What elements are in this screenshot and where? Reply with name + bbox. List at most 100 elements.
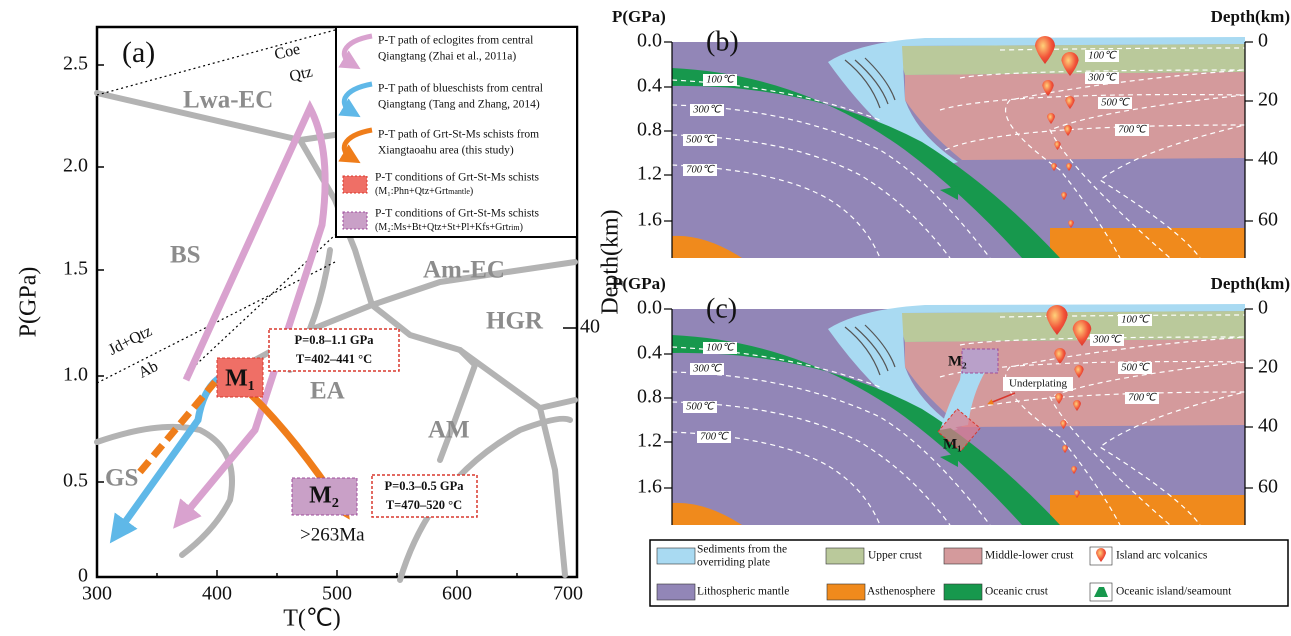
legend-text: ) <box>520 222 523 233</box>
field-label: GS <box>105 465 138 492</box>
legend-label: Island arc volcanics <box>1116 550 1208 562</box>
isotherm-label: 500℃ <box>1101 97 1130 108</box>
shape <box>944 548 982 564</box>
shape <box>343 176 367 193</box>
x-axis-title: T(℃) <box>283 606 341 632</box>
figure: M₁ M₂ P=0.8–1.1 GPa T=402–441 °C P=0.3–0… <box>0 0 1291 636</box>
legend-label: Oceanic crust <box>985 586 1049 598</box>
legend-label: P-T conditions of Grt-St-Ms schists <box>375 172 540 184</box>
legend-label: overriding plate <box>697 557 770 569</box>
isotherm-label: 300℃ <box>1087 72 1117 83</box>
panel-a-legend: P-T path of eclogites from central Qiang… <box>336 27 577 237</box>
depth-tick-label: 40 <box>1258 148 1278 170</box>
isotherm-label: 700℃ <box>686 164 715 175</box>
legend-label: Qiangtang (Zhai et al., 2011a) <box>378 51 516 63</box>
panel-a: M₁ M₂ P=0.8–1.1 GPa T=402–441 °C P=0.3–0… <box>16 27 601 632</box>
legend-text: (M₁:Phn+Qtz+Grt <box>375 186 448 197</box>
shape <box>962 349 998 373</box>
field-label: Lwa-EC <box>183 87 273 114</box>
legend-text: ) <box>470 186 473 197</box>
shape <box>826 548 864 564</box>
shape <box>944 584 982 600</box>
legend-label: (M₁:Phn+Qtz+Grtmantle) <box>375 186 473 197</box>
y-tick-label: 1.0 <box>63 364 88 386</box>
panel-label: (c) <box>706 293 737 324</box>
p-tick-label: 0.4 <box>637 342 662 364</box>
p-tick-label: 0.4 <box>637 75 662 97</box>
legend-label: (M₂:Ms+Bt+Qtz+St+Pl+Kfs+Grtrim) <box>375 222 523 233</box>
p-tick-label: 0.0 <box>637 297 662 319</box>
legend-label: Sediments from the <box>697 544 787 556</box>
p-tick-label: 1.6 <box>637 476 662 498</box>
x-tick-label: 700 <box>553 583 583 605</box>
isotherm-label: 700℃ <box>1118 124 1147 135</box>
depth-tick-label: 60 <box>1258 476 1278 498</box>
isotherm-label: 300℃ <box>1092 334 1122 345</box>
p-tick-label: 1.2 <box>637 430 662 452</box>
legend-text: (M₂:Ms+Bt+Qtz+St+Pl+Kfs+Grt <box>375 222 509 233</box>
m1-conditions: T=402–441 °C <box>296 352 372 366</box>
field-label: EA <box>310 378 345 405</box>
legend-label: P-T path of eclogites from central <box>378 35 533 47</box>
y-tick-label: 1.5 <box>63 258 88 280</box>
depth-tick-label: 20 <box>1258 89 1278 111</box>
m2-label: M₂ <box>309 483 339 509</box>
p-tick-label: 1.6 <box>637 209 662 231</box>
x-tick-label: 500 <box>322 583 352 605</box>
p-tick-label: 0.8 <box>637 386 662 408</box>
legend-label: Qiangtang (Tang and Zhang, 2014) <box>378 99 540 111</box>
field-label: Am-EC <box>423 257 505 284</box>
isotherm-label: 300℃ <box>692 104 722 115</box>
legend-label: Oceanic island/seamount <box>1116 586 1232 598</box>
isotherm-label: 700℃ <box>700 431 729 442</box>
m1-label: M₁ <box>225 366 255 392</box>
m2-label: M₂ <box>948 353 967 369</box>
cross-section-b <box>664 37 1253 258</box>
depth-axis-title: Depth(km) <box>1211 274 1290 293</box>
age-label: >263Ma <box>300 524 365 545</box>
isotherm-label: 700℃ <box>1128 392 1157 403</box>
legend-label: Xiangtaoahu area (this study) <box>378 145 514 157</box>
m1-conditions: P=0.8–1.1 GPa <box>295 333 375 347</box>
legend-label: Middle-lower crust <box>985 550 1074 562</box>
p-tick-label: 0.8 <box>637 119 662 141</box>
shape <box>657 548 695 564</box>
depth-tick-label: 40 <box>580 316 600 338</box>
legend-label: P-T path of Grt-St-Ms schists from <box>378 129 539 141</box>
panel-label: (a) <box>122 36 155 69</box>
depth-tick-label: 0 <box>1258 30 1268 52</box>
y-tick-label: 0.5 <box>63 470 88 492</box>
legend-subscript: mantle <box>448 187 470 196</box>
isotherm-label: 100℃ <box>706 74 735 85</box>
y-axis-title: P(GPa) <box>16 267 42 338</box>
field-label: BS <box>170 242 201 269</box>
y-axis-title: Depth(km) <box>598 209 624 314</box>
isotherm-label: 100℃ <box>1121 314 1150 325</box>
isotherm-label: 500℃ <box>686 401 715 412</box>
depth-tick-label: 60 <box>1258 209 1278 231</box>
panel-label: (b) <box>706 26 739 57</box>
section-legend: Sediments from the overriding plate Uppe… <box>650 540 1288 606</box>
depth-tick-label: 20 <box>1258 356 1278 378</box>
p-tick-label: 0.0 <box>637 30 662 52</box>
x-tick-label: 600 <box>442 583 472 605</box>
depth-tick-label: 0 <box>1258 297 1268 319</box>
p-axis-title: P(GPa) <box>612 7 666 26</box>
legend-subscript: rim <box>508 223 520 232</box>
page: P-T diagram and tectonic cross sections … <box>0 0 1291 636</box>
depth-axis-title: Depth(km) <box>1211 7 1290 26</box>
shape <box>657 584 695 600</box>
m2-conditions: P=0.3–0.5 GPa <box>385 479 465 493</box>
legend-label: Asthenosphere <box>867 586 935 598</box>
body: { "panel_a": { "label": "(a)", "x_title"… <box>0 0 1291 636</box>
shape <box>343 212 367 229</box>
x-tick-label: 400 <box>202 583 232 605</box>
isotherm-label: 100℃ <box>1088 50 1117 61</box>
legend-label: P-T path of blueschists from central <box>378 83 543 95</box>
legend-label: Lithospheric mantle <box>697 586 789 598</box>
underplating-label: Underplating <box>1009 378 1068 390</box>
y-tick-label: 0 <box>78 565 88 587</box>
m1-label: M₁ <box>943 436 962 452</box>
isotherm-label: 500℃ <box>1121 362 1150 373</box>
isotherm-label: 100℃ <box>706 342 735 353</box>
